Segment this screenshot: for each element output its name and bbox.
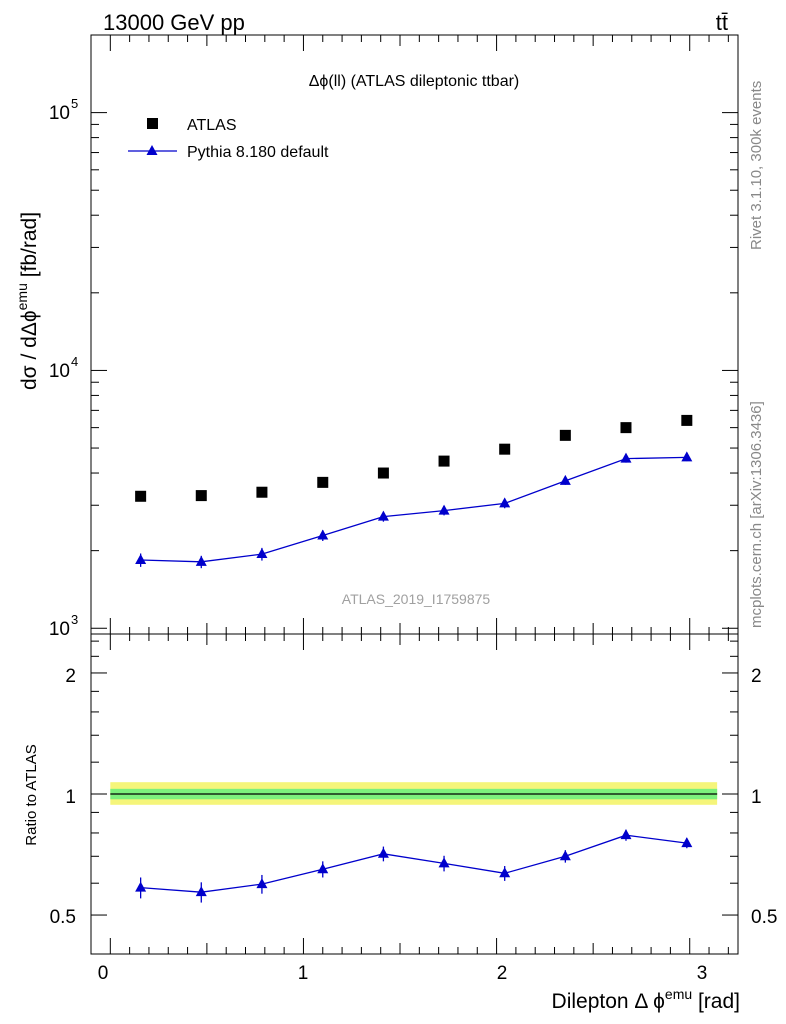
ratio-y-tick-label-0-5: 0.5	[50, 907, 76, 928]
legend-atlas-marker	[147, 118, 158, 129]
mcplots-label: mcplots.cern.ch [arXiv:1306.3436]	[748, 401, 765, 628]
x-tick-label-3: 3	[697, 963, 708, 984]
x-tick-label-2: 2	[497, 963, 508, 984]
legend: ATLAS Pythia 8.180 default	[128, 117, 329, 161]
pythia-data-point	[681, 451, 693, 462]
pythia-data-point	[195, 555, 207, 566]
atlas-data-point	[317, 476, 329, 488]
main-y-axis-label-unit: [fb/rad]	[18, 212, 41, 283]
pythia-data-point	[438, 504, 450, 515]
atlas-data-point	[377, 467, 389, 479]
ratio-data-point	[135, 881, 147, 892]
process-label: tt̄	[716, 10, 728, 35]
y-tick-label-base: 10	[49, 619, 70, 640]
x-tick-label-1: 1	[298, 963, 309, 984]
atlas-data-point	[620, 422, 632, 434]
ratio-series-line	[140, 834, 687, 893]
ratio-y-tick-label-right-0-5: 0.5	[751, 907, 777, 928]
ratio-y-axis-label: Ratio to ATLAS	[23, 744, 40, 845]
pythia-series-line	[140, 456, 687, 563]
x-axis-label-sup: emu	[665, 986, 692, 1002]
legend-atlas-label: ATLAS	[187, 117, 237, 134]
pythia-data-point	[256, 548, 268, 559]
energy-label: 13000 GeV pp	[103, 10, 245, 35]
pythia-data-point	[559, 474, 571, 485]
ratio-y-tick-label-right-2: 2	[751, 666, 762, 687]
y-tick-label-exp: 3	[71, 612, 78, 627]
ratio-data-point	[620, 829, 632, 840]
main-y-axis-label-sup: emu	[14, 283, 30, 310]
x-axis-label: Dilepton Δ ϕemu [rad]	[552, 986, 740, 1013]
pythia-data-point	[317, 529, 329, 540]
y-tick-label-1e4: 10 4	[49, 354, 78, 382]
x-tick-label-0: 0	[98, 963, 109, 984]
atlas-data-point	[681, 414, 693, 426]
ratio-y-tick-label-2: 2	[65, 666, 76, 687]
y-tick-label-exp: 5	[71, 96, 78, 111]
y-tick-label-base: 10	[49, 361, 70, 382]
main-y-axis-label-main: dσ / dΔϕ	[18, 310, 41, 390]
ratio-y-tick-label-right-1: 1	[751, 787, 762, 808]
ratio-panel: 2 1 0.5 2 1 0.5 Ratio to ATLAS	[23, 633, 777, 955]
main-y-axis-label: dσ / dΔϕemu [fb/rad]	[14, 212, 41, 390]
ratio-data-point	[256, 878, 268, 889]
atlas-data-point	[559, 429, 571, 441]
y-tick-label-1e5: 10 5	[49, 96, 78, 124]
main-marks	[135, 414, 693, 569]
main-panel: Δϕ(ll) (ATLAS dileptonic ttbar) ATLAS_20…	[14, 34, 739, 640]
ratio-data-point	[195, 886, 207, 897]
main-ticks	[91, 34, 738, 634]
pythia-data-point	[377, 510, 389, 521]
pythia-data-point	[620, 452, 632, 463]
legend-pythia-marker	[146, 145, 158, 155]
ratio-y-tick-label-1: 1	[65, 787, 76, 808]
legend-pythia-label: Pythia 8.180 default	[187, 144, 329, 161]
x-axis-label-unit: [rad]	[692, 990, 740, 1013]
ratio-ticks	[91, 634, 738, 955]
atlas-data-point	[195, 490, 207, 502]
ratio-data-point	[317, 863, 329, 874]
atlas-data-point	[256, 486, 268, 498]
atlas-data-point	[499, 443, 511, 455]
pythia-data-point	[135, 553, 147, 564]
atlas-data-point	[135, 490, 147, 502]
ratio-data-point	[438, 857, 450, 868]
ratio-data-point	[377, 847, 389, 858]
rivet-label: Rivet 3.1.10, 300k events	[748, 81, 765, 250]
y-tick-label-base: 10	[49, 103, 70, 124]
ratio-data-point	[559, 850, 571, 861]
ratio-data-point	[681, 837, 693, 848]
pythia-data-point	[499, 497, 511, 508]
x-axis-label-main: Dilepton Δ ϕ	[552, 990, 665, 1013]
watermark-label: ATLAS_2019_I1759875	[342, 591, 491, 607]
y-tick-label-exp: 4	[71, 354, 78, 369]
ratio-marks	[135, 829, 693, 903]
ratio-band	[110, 782, 718, 805]
y-tick-label-1e3: 10 3	[49, 612, 78, 640]
ratio-data-point	[499, 867, 511, 878]
main-title: Δϕ(ll) (ATLAS dileptonic ttbar)	[309, 73, 520, 90]
atlas-data-point	[438, 455, 450, 467]
